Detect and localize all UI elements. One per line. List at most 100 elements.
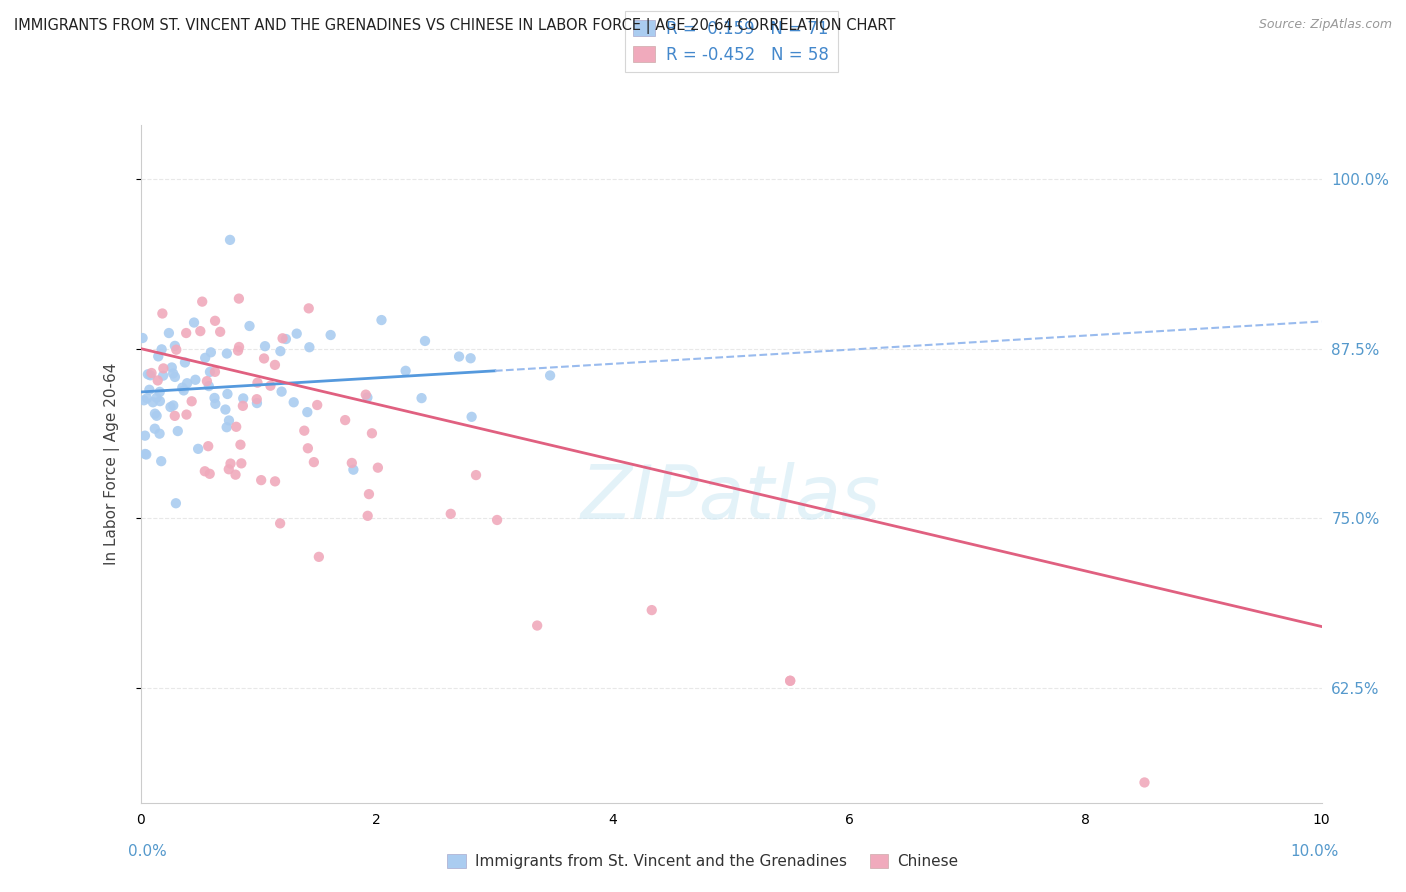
Point [228,340,250,354]
Point [246,396,269,410]
Point [250,473,273,487]
Point [159,400,181,414]
Point [218,413,240,427]
Point [319,328,342,343]
Point [449,350,471,364]
Text: ZIPatlas: ZIPatlas [581,462,882,533]
Point [197,439,219,453]
Point [269,516,291,531]
Point [150,454,173,468]
Point [225,467,247,482]
Point [163,409,186,423]
Point [176,376,198,391]
Point [1133,775,1156,789]
Point [232,392,254,406]
Point [145,391,167,405]
Point [166,424,188,438]
Point [165,496,187,510]
Point [779,673,801,688]
Point [142,395,165,409]
Point [526,618,548,632]
Point [413,334,436,348]
Point [180,394,202,409]
Point [204,365,226,379]
Point [215,346,238,360]
Point [354,387,377,401]
Point [356,508,378,523]
Point [270,384,292,399]
Point [342,463,364,477]
Point [356,391,378,405]
Point [246,376,269,390]
Text: 0.0%: 0.0% [128,845,167,859]
Point [307,398,329,412]
Point [370,313,392,327]
Point [188,324,211,338]
Point [152,361,174,376]
Point [538,368,561,383]
Point [174,355,197,369]
Point [149,384,172,399]
Point [141,366,163,380]
Point [184,373,207,387]
Point [465,468,488,483]
Point [238,318,260,333]
Y-axis label: In Labor Force | Age 20-64: In Labor Force | Age 20-64 [104,363,120,565]
Point [219,457,242,471]
Point [138,383,160,397]
Point [132,393,155,408]
Point [271,331,294,345]
Point [253,339,276,353]
Point [143,407,166,421]
Point [134,447,156,461]
Point [148,350,170,364]
Point [214,402,236,417]
Point [298,301,321,316]
Point [225,419,247,434]
Point [264,475,287,489]
Text: 10.0%: 10.0% [1291,845,1339,859]
Point [163,370,186,384]
Point [194,464,217,478]
Point [157,326,180,340]
Point [302,455,325,469]
Point [198,379,221,393]
Point [136,391,159,405]
Point [195,374,218,388]
Point [145,409,167,423]
Point [269,344,291,359]
Point [152,368,174,383]
Point [173,384,195,398]
Point [460,351,482,366]
Text: Source: ZipAtlas.com: Source: ZipAtlas.com [1258,18,1392,31]
Point [135,448,157,462]
Point [194,351,217,365]
Legend: R =  0.159   N = 71, R = -0.452   N = 58: R = 0.159 N = 71, R = -0.452 N = 58 [624,12,838,72]
Point [231,456,253,470]
Point [246,392,269,407]
Point [292,424,315,438]
Point [134,428,156,442]
Point [149,394,172,409]
Point [187,442,209,456]
Point [361,426,384,441]
Point [218,462,240,476]
Point [174,326,197,340]
Point [440,507,463,521]
Point [160,360,183,375]
Point [779,673,801,688]
Point [139,368,162,383]
Point [264,358,287,372]
Point [198,365,221,379]
Point [333,413,356,427]
Point [146,373,169,387]
Point [204,314,226,328]
Point [163,339,186,353]
Point [162,399,184,413]
Point [165,343,187,357]
Point [253,351,276,366]
Point [460,409,482,424]
Point [176,408,198,422]
Point [259,378,281,392]
Point [298,340,321,354]
